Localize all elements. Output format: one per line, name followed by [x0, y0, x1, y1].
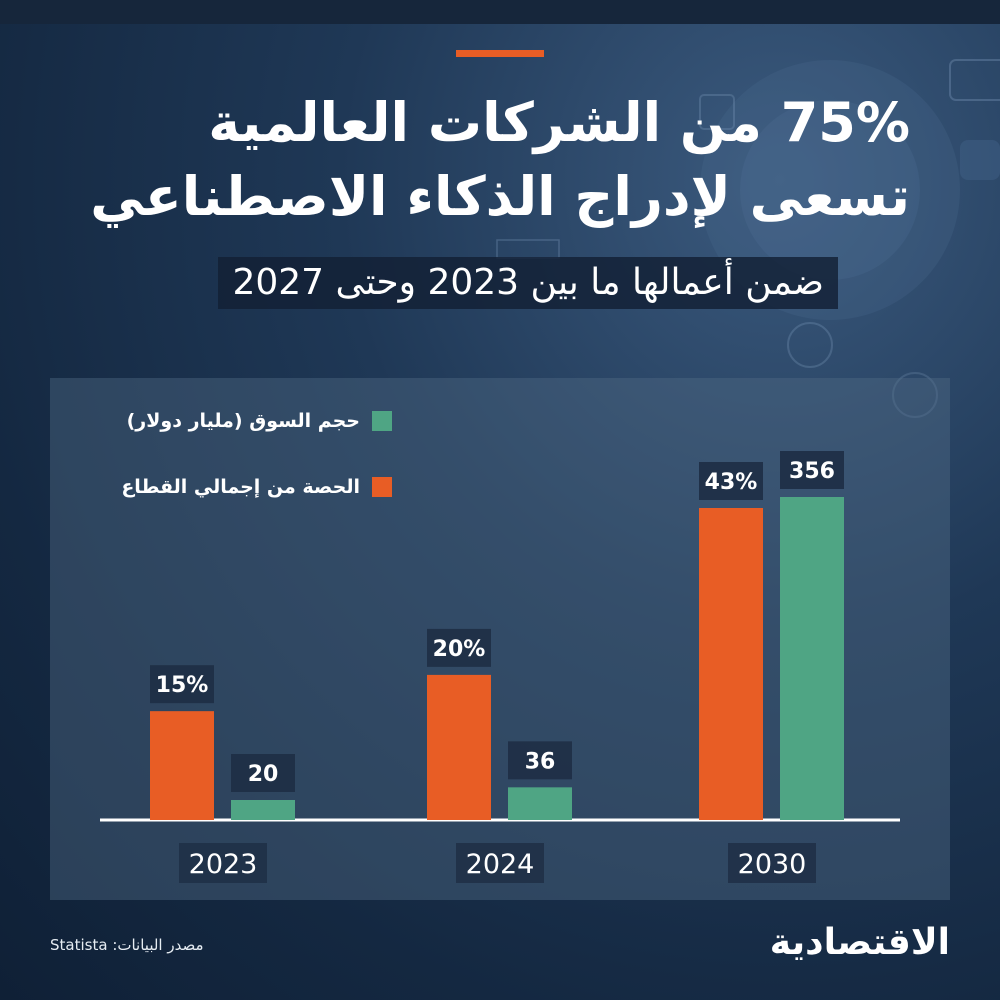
data-label-box: [780, 451, 844, 489]
bar-market-2024: [508, 787, 572, 820]
data-label-text: 356: [789, 459, 835, 484]
legend-label-share: الحصة من إجمالي القطاع: [121, 476, 360, 498]
data-label-box: [508, 741, 572, 780]
x-tick-box: [456, 843, 544, 883]
data-label-box: [427, 628, 491, 667]
data-label-box: [150, 665, 214, 704]
data-label-market-2023: 20: [231, 754, 295, 792]
source-note: مصدر البيانات: Statista: [50, 936, 204, 954]
x-tick-text: 2023: [189, 849, 258, 880]
data-label-text: 20%: [433, 637, 486, 662]
data-label-market-2024: 36: [508, 741, 572, 780]
accent-bar: [456, 50, 544, 57]
x-tick-box: [179, 843, 267, 883]
top-band: [0, 0, 1000, 24]
legend-swatch-orange: [372, 477, 392, 497]
bar-market-2030: [780, 497, 844, 820]
data-label-text: 43%: [705, 470, 758, 495]
legend-swatch-green: [372, 411, 392, 431]
data-label-box: [231, 754, 295, 792]
data-label-share-2024: 20%: [427, 628, 491, 667]
bar-share-2030: [699, 508, 763, 820]
x-tick-text: 2030: [738, 849, 807, 880]
data-label-market-2030: 356: [780, 451, 844, 489]
x-tick-label-2024: 2024: [456, 843, 544, 883]
bar-share-2024: [427, 674, 491, 820]
legend-label-market-size: حجم السوق (مليار دولار): [126, 410, 360, 432]
legend-item-share: الحصة من إجمالي القطاع: [121, 476, 392, 498]
x-tick-text: 2024: [466, 849, 535, 880]
title-line-2: تسعى لإدراج الذكاء الاصطناعي: [90, 165, 910, 228]
data-label-text: 15%: [156, 673, 209, 698]
data-label-share-2023: 15%: [150, 665, 214, 704]
title-line-1: 75% من الشركات العالمية: [208, 91, 910, 154]
x-tick-box: [728, 843, 816, 883]
bar-share-2023: [150, 711, 214, 820]
bar-market-2023: [231, 800, 295, 820]
subtitle: ضمن أعمالها ما بين 2023 وحتى 2027: [218, 257, 838, 309]
x-tick-label-2023: 2023: [179, 843, 267, 883]
data-label-text: 20: [248, 762, 279, 787]
x-tick-label-2030: 2030: [728, 843, 816, 883]
publisher-logo: الاقتصادية: [769, 922, 950, 963]
data-label-share-2030: 43%: [699, 462, 763, 500]
data-label-text: 36: [525, 749, 556, 774]
legend-item-market-size: حجم السوق (مليار دولار): [127, 410, 392, 432]
data-label-box: [699, 462, 763, 500]
